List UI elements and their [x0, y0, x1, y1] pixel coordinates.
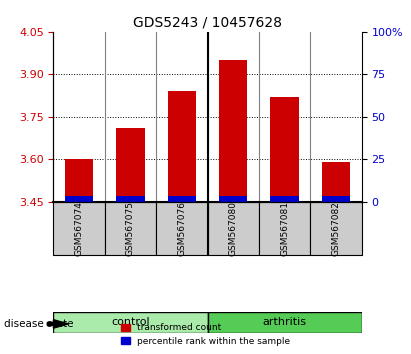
FancyBboxPatch shape	[208, 312, 362, 333]
Text: GSM567076: GSM567076	[178, 201, 186, 256]
Text: control: control	[111, 317, 150, 327]
Title: GDS5243 / 10457628: GDS5243 / 10457628	[133, 15, 282, 29]
Text: GSM567082: GSM567082	[332, 201, 340, 256]
FancyBboxPatch shape	[53, 312, 208, 333]
Bar	[322, 162, 350, 202]
Bar	[322, 195, 350, 202]
FancyBboxPatch shape	[208, 202, 259, 255]
Text: GSM567081: GSM567081	[280, 201, 289, 256]
Bar	[65, 159, 93, 202]
Text: GSM567080: GSM567080	[229, 201, 238, 256]
Bar	[116, 195, 145, 202]
Legend: transformed count, percentile rank within the sample: transformed count, percentile rank withi…	[117, 320, 294, 349]
Text: arthritis: arthritis	[263, 317, 307, 327]
FancyBboxPatch shape	[259, 202, 310, 255]
FancyBboxPatch shape	[156, 202, 208, 255]
Text: GSM567075: GSM567075	[126, 201, 135, 256]
Bar	[116, 128, 145, 202]
Bar	[65, 195, 93, 202]
FancyBboxPatch shape	[53, 202, 105, 255]
FancyBboxPatch shape	[105, 202, 156, 255]
Bar	[270, 97, 299, 202]
Text: disease state: disease state	[4, 319, 74, 329]
Bar	[168, 91, 196, 202]
Bar	[219, 60, 247, 202]
FancyBboxPatch shape	[310, 202, 362, 255]
Bar	[168, 195, 196, 202]
Text: GSM567074: GSM567074	[75, 201, 83, 256]
Bar	[219, 195, 247, 202]
Bar	[270, 195, 299, 202]
